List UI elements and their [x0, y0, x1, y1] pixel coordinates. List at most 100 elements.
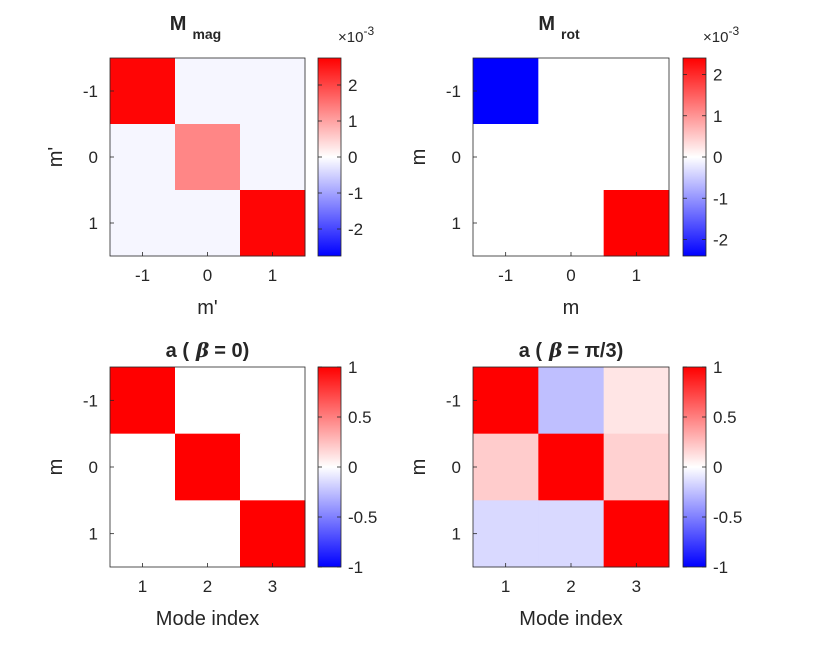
y-tick-label: 0 [452, 148, 461, 167]
colorbar [683, 367, 706, 567]
y-tick-label: -1 [446, 82, 461, 101]
heatmap-cell [175, 500, 241, 568]
colorbar [318, 367, 341, 567]
heatmap-cell [110, 124, 176, 191]
heatmap-cell [603, 58, 670, 125]
heatmap-cell [240, 433, 306, 501]
x-tick-label: 2 [203, 577, 212, 596]
colorbar-tick-label: 1 [348, 358, 357, 377]
heatmap-cell [473, 58, 539, 125]
colorbar-tick-label: -2 [348, 220, 363, 239]
y-tick-label: -1 [446, 391, 461, 410]
colorbar-tick-label: 2 [348, 76, 357, 95]
x-tick-label: 3 [268, 577, 277, 596]
colorbar-exponent-value: -3 [363, 24, 374, 38]
colorbar-tick-label: 1 [713, 358, 722, 377]
y-tick-label: 0 [89, 458, 98, 477]
panel-a-beta-pi3: 1 2 3 -1 0 1 Mode index m a (β = π/3) 1 0.5 0 -0.5 -1 [408, 338, 742, 630]
x-axis-label: m [563, 297, 580, 319]
x-tick-label: -1 [498, 266, 513, 285]
colorbar-tick-label: -1 [348, 184, 363, 203]
colorbar-tick-label: 1 [348, 112, 357, 131]
chart-title: a (β = 0) [166, 338, 250, 362]
x-tick-label: 1 [501, 577, 510, 596]
x-tick-label: 3 [632, 577, 641, 596]
x-tick-label: -1 [135, 266, 150, 285]
heatmap-cell [538, 124, 605, 191]
heatmap-cell [240, 124, 306, 191]
heatmap-cell [538, 190, 605, 257]
heatmap-cell [538, 433, 605, 501]
colorbar-tick-label: -0.5 [713, 508, 742, 527]
heatmap-cell [240, 190, 306, 257]
heatmap-cell [175, 367, 241, 435]
heatmap-cell [473, 433, 539, 501]
x-tick-label: 0 [203, 266, 212, 285]
panel-M-mag: -1 0 1 -1 0 1 m' m' M mag 2 1 0 -1 -2 ×10-3 [45, 13, 374, 319]
colorbar-tick-label: -1 [713, 189, 728, 208]
colorbar-exponent: ×10-3 [703, 24, 739, 46]
heatmap-cell [175, 433, 241, 501]
x-axis-label: Mode index [156, 608, 259, 630]
x-tick-label: 2 [566, 577, 575, 596]
heatmap-cell [110, 367, 176, 435]
title-subscript: mag [192, 26, 221, 42]
y-tick-label: -1 [83, 82, 98, 101]
x-axis-label: Mode index [519, 608, 622, 630]
heatmap-cell [473, 190, 539, 257]
y-axis-label: m' [45, 147, 67, 167]
y-tick-label: 0 [452, 458, 461, 477]
y-tick-label: 1 [89, 214, 98, 233]
title-prefix: a ( [519, 340, 543, 362]
title-symbol: β [548, 338, 562, 362]
colorbar [683, 58, 706, 256]
colorbar-tick-label: -2 [713, 231, 728, 250]
title-main: M [538, 13, 555, 35]
colorbar-tick-label: -0.5 [348, 508, 377, 527]
heatmap-cell [538, 500, 605, 568]
heatmap-cell [538, 367, 605, 435]
colorbar-exponent: ×10-3 [338, 24, 374, 46]
colorbar [318, 58, 341, 256]
colorbar-tick-label: 2 [713, 66, 722, 85]
colorbar-tick-label: 0 [348, 148, 357, 167]
title-prefix: a ( [166, 340, 190, 362]
colorbar-exponent-value: -3 [728, 24, 739, 38]
heatmap-cell [603, 367, 670, 435]
chart-title: a (β = π/3) [519, 338, 624, 362]
x-tick-label: 1 [632, 266, 641, 285]
heatmap-cell [603, 433, 670, 501]
title-main: M [170, 13, 187, 35]
heatmap-cell [603, 124, 670, 191]
panel-a-beta-0: 1 2 3 -1 0 1 Mode index m a (β = 0) 1 0.5 0 -0.5 -1 [45, 338, 377, 630]
heatmap-cell [175, 58, 241, 125]
heatmap-cell [240, 367, 306, 435]
title-symbol: β [195, 338, 209, 362]
x-tick-label: 1 [268, 266, 277, 285]
y-axis-label: m [408, 459, 430, 476]
heatmap-cell [603, 500, 670, 568]
y-tick-label: -1 [83, 391, 98, 410]
title-suffix: = π/3) [567, 340, 623, 362]
x-tick-label: 1 [138, 577, 147, 596]
heatmap-cell [110, 190, 176, 257]
heatmap-cell [240, 500, 306, 568]
heatmap-cell [175, 124, 241, 191]
y-tick-label: 1 [89, 525, 98, 544]
heatmap-cell [473, 367, 539, 435]
colorbar-tick-label: 0.5 [348, 408, 372, 427]
colorbar-tick-label: -1 [713, 558, 728, 577]
heatmap-cell [110, 58, 176, 125]
colorbar-tick-label: 0 [713, 148, 722, 167]
heatmap-cell [603, 190, 670, 257]
colorbar-multiplier: ×10 [338, 29, 363, 46]
heatmap-cell [473, 124, 539, 191]
y-tick-label: 1 [452, 214, 461, 233]
heatmap-cell [240, 58, 306, 125]
colorbar-multiplier: ×10 [703, 29, 728, 46]
colorbar-tick-label: 1 [713, 107, 722, 126]
colorbar-tick-label: 0.5 [713, 408, 737, 427]
heatmap-cell [110, 500, 176, 568]
